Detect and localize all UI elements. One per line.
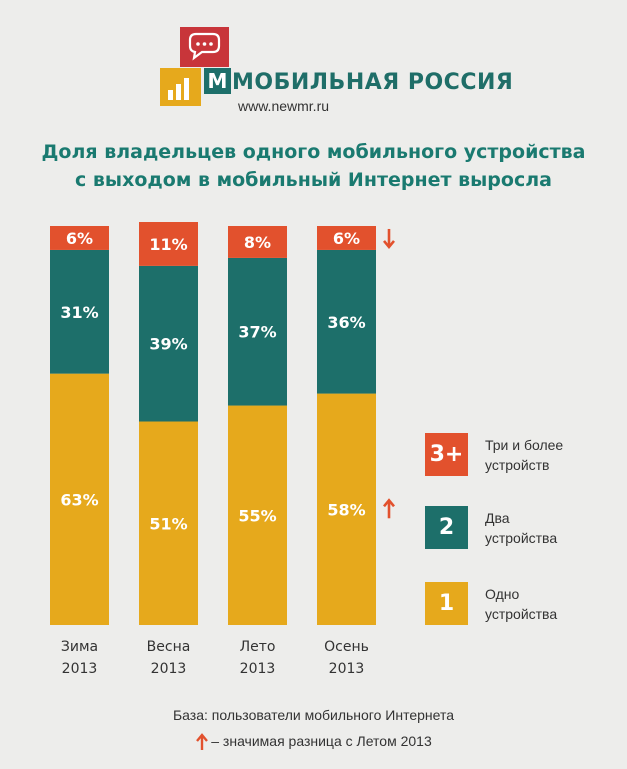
footer-significance-note: – значимая разница с Летом 2013: [0, 733, 627, 751]
x-tick-label: Весна: [147, 639, 191, 655]
bar-segment: [228, 226, 287, 258]
legend-label-two: Два устройства: [485, 509, 558, 546]
x-tick-label: 2013: [240, 661, 276, 677]
brand-url: www.newmr.ru: [238, 98, 330, 114]
data-label: 51%: [149, 514, 187, 533]
x-tick-label: 2013: [62, 661, 98, 677]
legend-swatch-one: 1: [425, 582, 468, 625]
chart-title-line-1: Доля владельцев одного мобильного устрой…: [41, 141, 586, 163]
data-label: 8%: [244, 233, 271, 252]
chart-title-line-2: с выходом в мобильный Интернет выросла: [75, 169, 552, 191]
data-label: 6%: [66, 229, 93, 248]
bar-segment: [139, 222, 198, 266]
bar-segment: [139, 265, 198, 422]
data-label: 55%: [238, 506, 276, 525]
bar-segment: [317, 226, 376, 250]
bar-segment: [317, 249, 376, 394]
data-label: 63%: [60, 490, 98, 509]
legend-swatch-three-plus: 3+: [425, 433, 468, 476]
data-label: 11%: [149, 235, 187, 254]
legend-item-three-plus: 3+ Три и более устройств: [425, 433, 563, 476]
arrow-up-icon: [383, 498, 395, 519]
data-label: 58%: [327, 500, 365, 519]
svg-text:М: М: [208, 69, 228, 93]
legend-label-one: Одно устройства: [485, 585, 558, 622]
footer-significance-text: – значимая разница с Летом 2013: [211, 733, 432, 749]
data-label: 31%: [60, 303, 98, 322]
brand-logo: М: [160, 27, 231, 106]
bar-segment: [228, 405, 287, 625]
legend-item-two: 2 Два устройства: [425, 506, 557, 549]
legend-swatch-two: 2: [425, 506, 468, 549]
arrow-down-icon: [383, 228, 395, 250]
footer-base-note: База: пользователи мобильного Интернета: [172, 707, 454, 723]
data-label: 39%: [149, 335, 187, 354]
brand-name: МОБИЛЬНАЯ РОССИЯ: [232, 70, 514, 95]
bar-segment: [317, 393, 376, 625]
logo-letter-m-box: [204, 68, 231, 94]
arrow-up-icon: [196, 733, 209, 751]
bar-segment: [228, 257, 287, 406]
bar-segment: [50, 373, 109, 625]
bar-segment: [50, 226, 109, 250]
data-label: 36%: [327, 313, 365, 332]
x-tick-label: Зима: [61, 639, 98, 655]
x-tick-label: 2013: [329, 661, 365, 677]
data-label: 37%: [238, 323, 276, 342]
data-label: 6%: [333, 229, 360, 248]
legend-label-three-plus: Три и более устройств: [485, 436, 564, 473]
legend-item-one: 1 Одно устройства: [425, 582, 557, 625]
bar-segment: [50, 249, 109, 374]
x-tick-label: Осень: [324, 639, 369, 655]
chat-bubble-inner: [188, 32, 221, 61]
bar-segment: [139, 421, 198, 625]
x-tick-label: 2013: [151, 661, 187, 677]
chart-title: Доля владельцев одного мобильного устрой…: [0, 138, 627, 194]
x-tick-label: Лето: [240, 639, 276, 655]
